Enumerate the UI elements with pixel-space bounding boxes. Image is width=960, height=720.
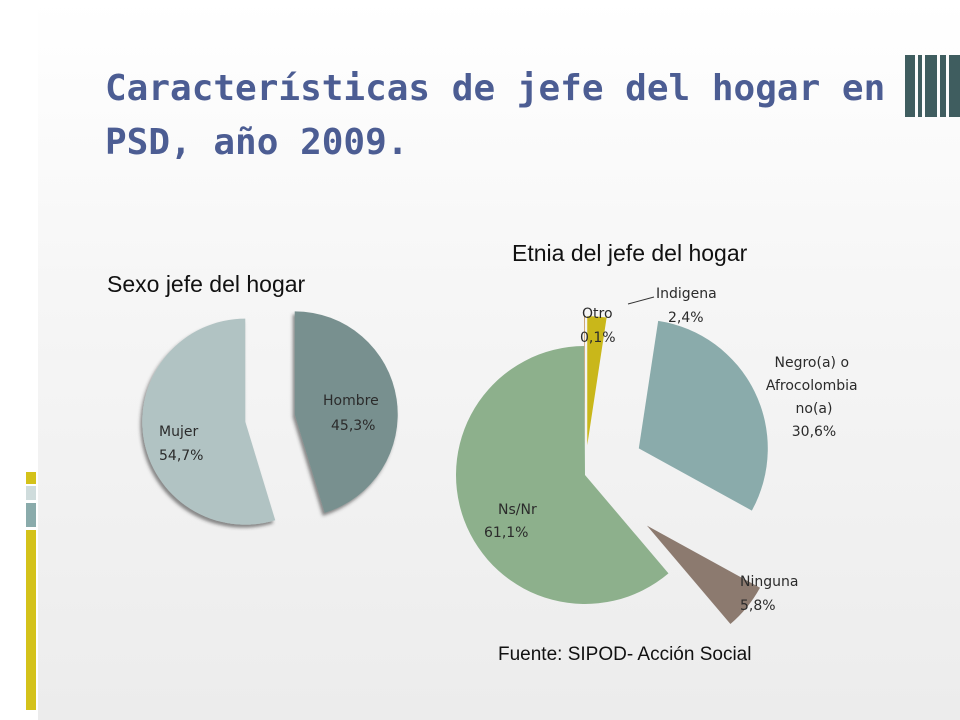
left-accent-bar [26,472,38,710]
label-negro: Negro(a) o Afrocolombia no(a) [766,355,862,417]
value-ninguna: 5,8% [740,598,776,614]
chart-title-sexo: Sexo jefe del hogar [107,271,306,297]
source-note: Fuente: SIPOD- Acción Social [498,644,752,665]
pie-slice-ns-nr [456,346,669,604]
slide-title: Características de jefe del hogar en PSD… [105,68,886,163]
value-hombre: 45,3% [331,418,375,434]
pie-slice-ninguna [646,525,761,624]
pie-slice-otro [584,316,585,446]
value-negro: 30,6% [792,424,836,440]
label-otro: Otro [582,306,613,322]
value-otro: 0,1% [580,330,616,346]
pie-slice-mujer [142,318,276,525]
value-nsnr: 61,1% [484,525,528,541]
label-hombre: Hombre [323,393,379,409]
top-right-stripes [905,55,960,117]
pie-slice-negro-a-o-afrocolombia-no-a [638,320,768,511]
pie-slice-indigena [587,316,607,446]
label-mujer: Mujer [159,424,198,440]
pie-chart-sexo [142,311,398,525]
leader-line-indigena [627,296,655,305]
label-ninguna: Ninguna [740,574,798,590]
value-indigena: 2,4% [668,310,704,326]
label-indigena: Indigena [656,286,717,302]
pie-slice-hombre [294,311,398,513]
pie-chart-etnia [456,316,768,624]
value-mujer: 54,7% [159,448,203,464]
label-nsnr: Ns/Nr [498,502,537,518]
chart-title-etnia: Etnia del jefe del hogar [512,240,748,266]
